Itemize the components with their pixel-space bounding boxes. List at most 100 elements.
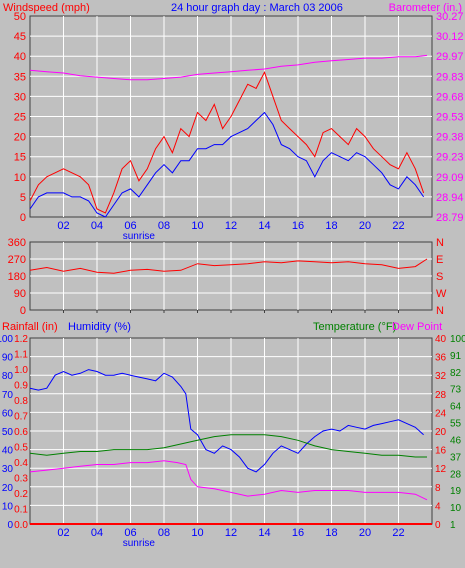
y-tick-label-barometer: 29.68 [436,91,464,103]
rainfall-axis-title: Rainfall (in) [2,321,58,333]
compass-label: E [436,254,443,266]
y-tick-label-rainfall: 0.4 [14,458,28,469]
y-tick-label-dewpoint: 10 [450,503,462,514]
dewpoint-axis-title: Dew Point [392,321,442,333]
y-tick-label-windspeed: 0 [20,212,26,224]
y-tick-label-rainfall: 0.1 [14,505,28,516]
y-tick-label-dewpoint: 46 [450,435,462,446]
y-tick-label-dewpoint: 28 [450,469,462,480]
y-tick-label-rainfall: 0.0 [14,520,28,531]
x-tick-label: 10 [191,220,203,232]
y-tick-label-barometer: 28.94 [436,192,464,204]
y-tick-label-dewpoint: 100 [450,334,465,345]
x-tick-label: 02 [57,527,69,539]
sunrise-label: sunrise [123,538,156,549]
compass-label: N [436,237,444,249]
y-tick-label-windspeed: 45 [14,31,26,43]
y-tick-label-temperature: 24 [435,408,447,419]
y-tick-label-barometer: 28.79 [436,212,464,224]
x-tick-label: 04 [91,220,103,232]
y-tick-label-temperature: 28 [435,390,447,401]
x-tick-label: 06 [124,220,136,232]
x-tick-label: 18 [325,220,337,232]
series-line-humidity [29,369,424,473]
barometer-axis-title: Barometer (in.) [389,2,462,14]
y-tick-label-direction: 360 [8,237,26,249]
x-tick-label: 18 [325,527,337,539]
y-tick-label-barometer: 29.83 [436,71,464,83]
y-tick-label-rainfall: 0.8 [14,396,28,407]
y-tick-label-temperature: 16 [435,446,447,457]
y-tick-label-humidity: 70 [2,390,14,401]
y-tick-label-rainfall: 0.2 [14,489,28,500]
y-tick-label-windspeed: 30 [14,91,26,103]
y-tick-label-rainfall: 1.0 [14,365,28,376]
y-tick-label-barometer: 29.23 [436,152,464,164]
series-line-barometer [29,54,428,81]
series-line-wind [29,71,425,214]
y-tick-label-direction: 90 [14,288,26,300]
y-tick-label-direction: 270 [8,254,26,266]
x-tick-label: 02 [57,220,69,232]
y-tick-label-humidity: 20 [2,483,14,494]
y-tick-label-dewpoint: 1 [450,520,456,531]
x-tick-label: 20 [359,527,371,539]
x-tick-label: 08 [158,220,170,232]
y-tick-label-windspeed: 40 [14,51,26,63]
y-tick-label-humidity: 40 [2,446,14,457]
y-tick-label-dewpoint: 91 [450,351,462,362]
y-tick-label-humidity: 0 [7,520,13,531]
x-tick-label: 12 [225,527,237,539]
y-tick-label-humidity: 50 [2,427,14,438]
y-tick-label-humidity: 100 [0,334,13,345]
y-tick-label-temperature: 0 [435,520,441,531]
y-tick-label-dewpoint: 82 [450,368,462,379]
y-tick-label-direction: 180 [8,271,26,283]
windspeed-axis-title: Windspeed (mph) [3,2,90,14]
y-tick-label-windspeed: 20 [14,132,26,144]
y-tick-label-dewpoint: 73 [450,385,462,396]
y-tick-label-barometer: 29.09 [436,172,464,184]
compass-label: W [436,288,447,300]
y-tick-label-rainfall: 0.3 [14,474,28,485]
x-tick-label: 20 [359,220,371,232]
x-tick-label: 22 [392,527,404,539]
y-tick-label-rainfall: 0.6 [14,427,28,438]
y-tick-label-dewpoint: 55 [450,419,462,430]
x-tick-label: 16 [292,527,304,539]
sunrise-label: sunrise [123,231,156,242]
y-tick-label-barometer: 29.53 [436,112,464,124]
x-tick-label: 06 [124,527,136,539]
series-line-dewpoint [29,460,428,501]
y-tick-label-rainfall: 0.5 [14,443,28,454]
y-tick-label-temperature: 4 [435,501,441,512]
y-tick-label-dewpoint: 19 [450,486,462,497]
y-tick-label-dewpoint: 37 [450,452,462,463]
y-tick-label-windspeed: 10 [14,172,26,184]
x-tick-label: 14 [258,220,270,232]
x-tick-label: 08 [158,527,170,539]
y-tick-label-dewpoint: 64 [450,402,462,413]
y-tick-label-humidity: 30 [2,464,14,475]
y-tick-label-rainfall: 1.2 [14,334,28,345]
y-tick-label-humidity: 90 [2,353,14,364]
y-tick-label-barometer: 29.38 [436,132,464,144]
y-tick-label-windspeed: 50 [14,11,26,23]
x-tick-label: 12 [225,220,237,232]
y-tick-label-humidity: 60 [2,408,14,419]
x-tick-label: 22 [392,220,404,232]
y-tick-label-temperature: 8 [435,483,441,494]
y-tick-label-direction: 0 [20,305,26,317]
y-tick-label-barometer: 30.12 [436,31,464,43]
y-tick-label-temperature: 20 [435,427,447,438]
y-tick-label-humidity: 10 [2,501,14,512]
y-tick-label-rainfall: 0.7 [14,412,28,423]
chart-title: 24 hour graph day : March 03 2006 [171,2,343,14]
y-tick-label-rainfall: 1.1 [14,350,28,361]
compass-label: S [436,271,443,283]
y-tick-label-windspeed: 15 [14,152,26,164]
y-tick-label-windspeed: 35 [14,71,26,83]
